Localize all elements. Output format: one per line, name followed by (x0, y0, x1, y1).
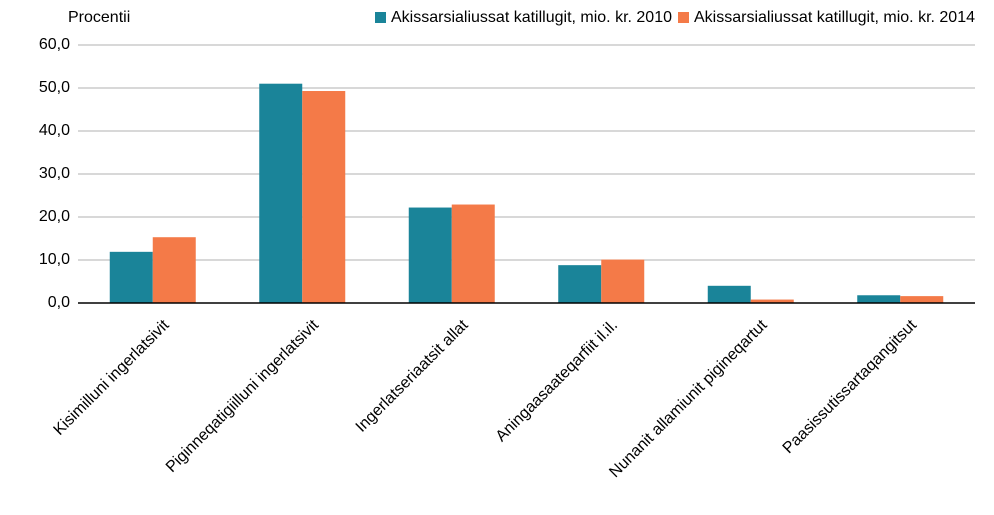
y-tick-label: 0,0 (48, 294, 70, 311)
legend-label: Akissarsialiussat katillugit, mio. kr. 2… (391, 9, 672, 26)
y-tick-label: 30,0 (39, 165, 70, 182)
y-tick-label: 40,0 (39, 122, 70, 139)
legend-label: Akissarsialiussat katillugit, mio. kr. 2… (694, 9, 975, 26)
x-tick-label: Nunanit allamiunit pigineqartut (606, 316, 771, 481)
x-tick-label: Ingerlatseriaatsit allat (353, 316, 472, 435)
legend-swatch (375, 12, 386, 23)
legend-swatch (678, 12, 689, 23)
x-tick-label: Aningaasaateqarfiit il.il. (493, 317, 621, 445)
bar (601, 259, 645, 303)
y-tick-label: 50,0 (39, 79, 70, 96)
bar (259, 83, 303, 303)
bar (109, 251, 153, 303)
bar (558, 265, 602, 303)
bar (302, 91, 346, 303)
y-axis-label: Procentii (68, 9, 130, 26)
x-tick-label: Piginneqatigiilluni ingerlatsivit (163, 316, 323, 476)
bar (451, 204, 495, 303)
x-tick-label: Paasissutissartaqangitsut (780, 316, 921, 457)
bar (152, 237, 196, 303)
y-tick-label: 10,0 (39, 251, 70, 268)
x-tick-label: Kisimilluni ingerlatsivit (51, 316, 173, 438)
bar (707, 285, 751, 303)
bar (900, 296, 944, 303)
bar (750, 299, 794, 303)
y-tick-label: 20,0 (39, 208, 70, 225)
bar (408, 207, 452, 303)
bar (857, 295, 901, 303)
y-tick-label: 60,0 (39, 36, 70, 53)
